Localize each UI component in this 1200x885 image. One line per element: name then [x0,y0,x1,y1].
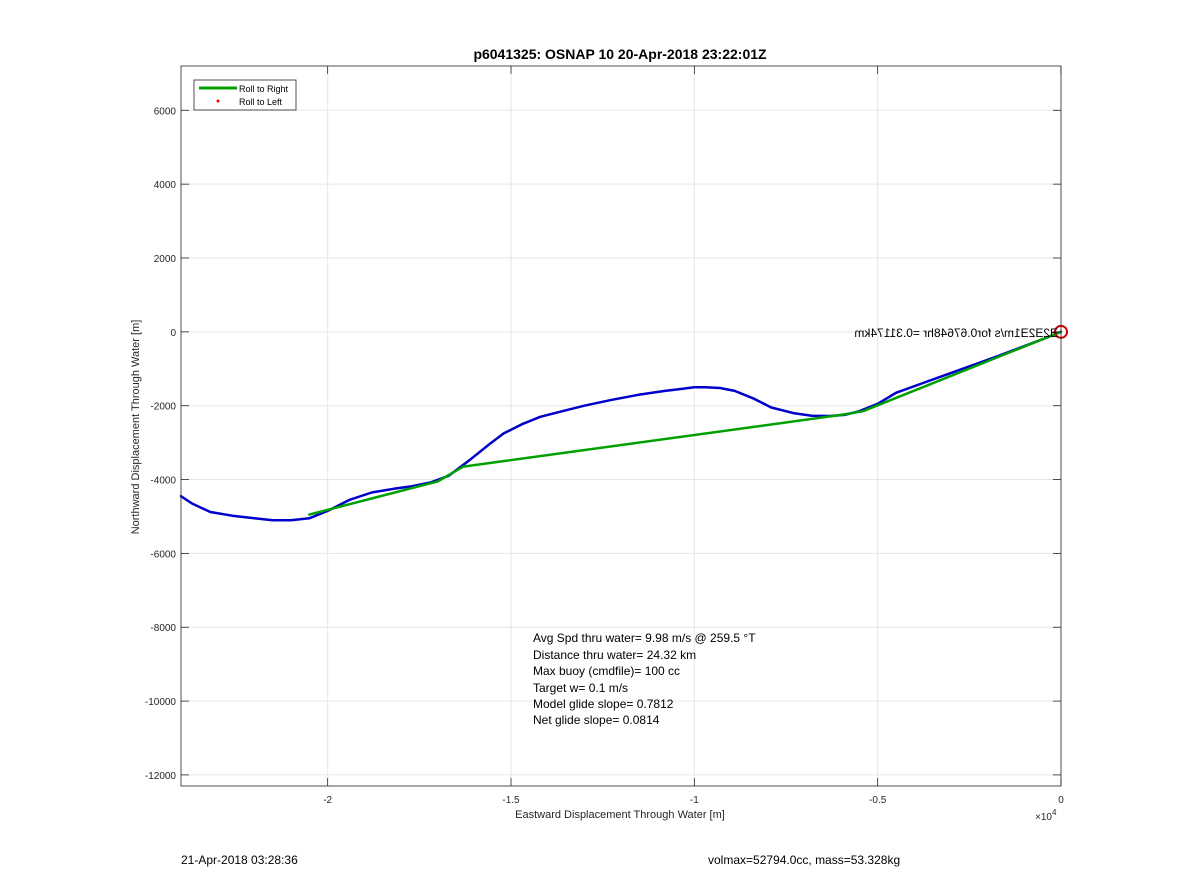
axes-frame [180,65,1062,787]
x-exponent-label: ×104 [1035,808,1057,823]
x-exponent-base: ×10 [1035,812,1052,823]
x-tick-label: -1.5 [502,795,520,806]
annotation-net-glide: Net glide slope= 0.0814 [533,713,660,727]
x-tick-label: -2 [323,795,332,806]
y-tick-label: 0 [170,328,176,339]
y-axis-label: Northward Displacement Through Water [m] [130,320,142,535]
y-tick-label: 6000 [154,106,177,117]
annotation-target-w: Target w= 0.1 m/s [533,681,628,695]
x-tick-label: -0.5 [869,795,887,806]
legend-swatch-roll-to-left [216,99,220,103]
chart-title: p6041325: OSNAP 10 20-Apr-2018 23:22:01Z [473,46,767,62]
y-tick-label: -2000 [150,402,176,413]
annotation-avg-speed: Avg Spd thru water= 9.98 m/s @ 259.5 °T [533,631,756,645]
legend: Roll to Right Roll to Left [193,79,297,111]
series-layer [179,324,1068,522]
series-line-track [179,330,1063,522]
grid [181,66,1062,786]
annotation-model-glide: Model glide slope= 0.7812 [533,697,674,711]
axes-box [180,65,1062,787]
footer-vehicle-info: volmax=52794.0cc, mass=53.328kg [708,853,901,867]
y-tick-label: 4000 [154,180,177,191]
legend-label-roll-to-left: Roll to Left [239,97,283,107]
y-tick-label: -10000 [145,697,177,708]
annotation-max-buoy: Max buoy (cmdfile)= 100 cc [533,664,680,678]
y-tick-label: -8000 [150,623,176,634]
annotation-distance: Distance thru water= 24.32 km [533,648,696,662]
series-line-roll-to-right [308,330,1063,516]
tick-labels: -2 -1.5 -1 -0.5 0 6000 4000 2000 0 -2000 -4000 -600… [145,106,1064,806]
x-exponent-power: 4 [1052,808,1057,817]
y-tick-label: -6000 [150,549,176,560]
x-tick-label: -1 [690,795,699,806]
footer-timestamp: 21-Apr-2018 03:28:36 [181,853,298,867]
x-tick-label: 0 [1058,795,1064,806]
y-tick-label: -4000 [150,476,176,487]
mirrored-annotation: Ǝ2Ǝ2Ǝ1m/s for0.67648hr =0.3117​4km [854,326,1058,340]
x-axis-label: Eastward Displacement Through Water [m] [515,809,725,821]
stats-annotation: Avg Spd thru water= 9.98 m/s @ 259.5 °T … [533,631,756,727]
y-tick-label: -12000 [145,771,177,782]
legend-label-roll-to-right: Roll to Right [239,84,289,94]
legend-box [193,79,297,111]
y-tick-label: 2000 [154,254,177,265]
